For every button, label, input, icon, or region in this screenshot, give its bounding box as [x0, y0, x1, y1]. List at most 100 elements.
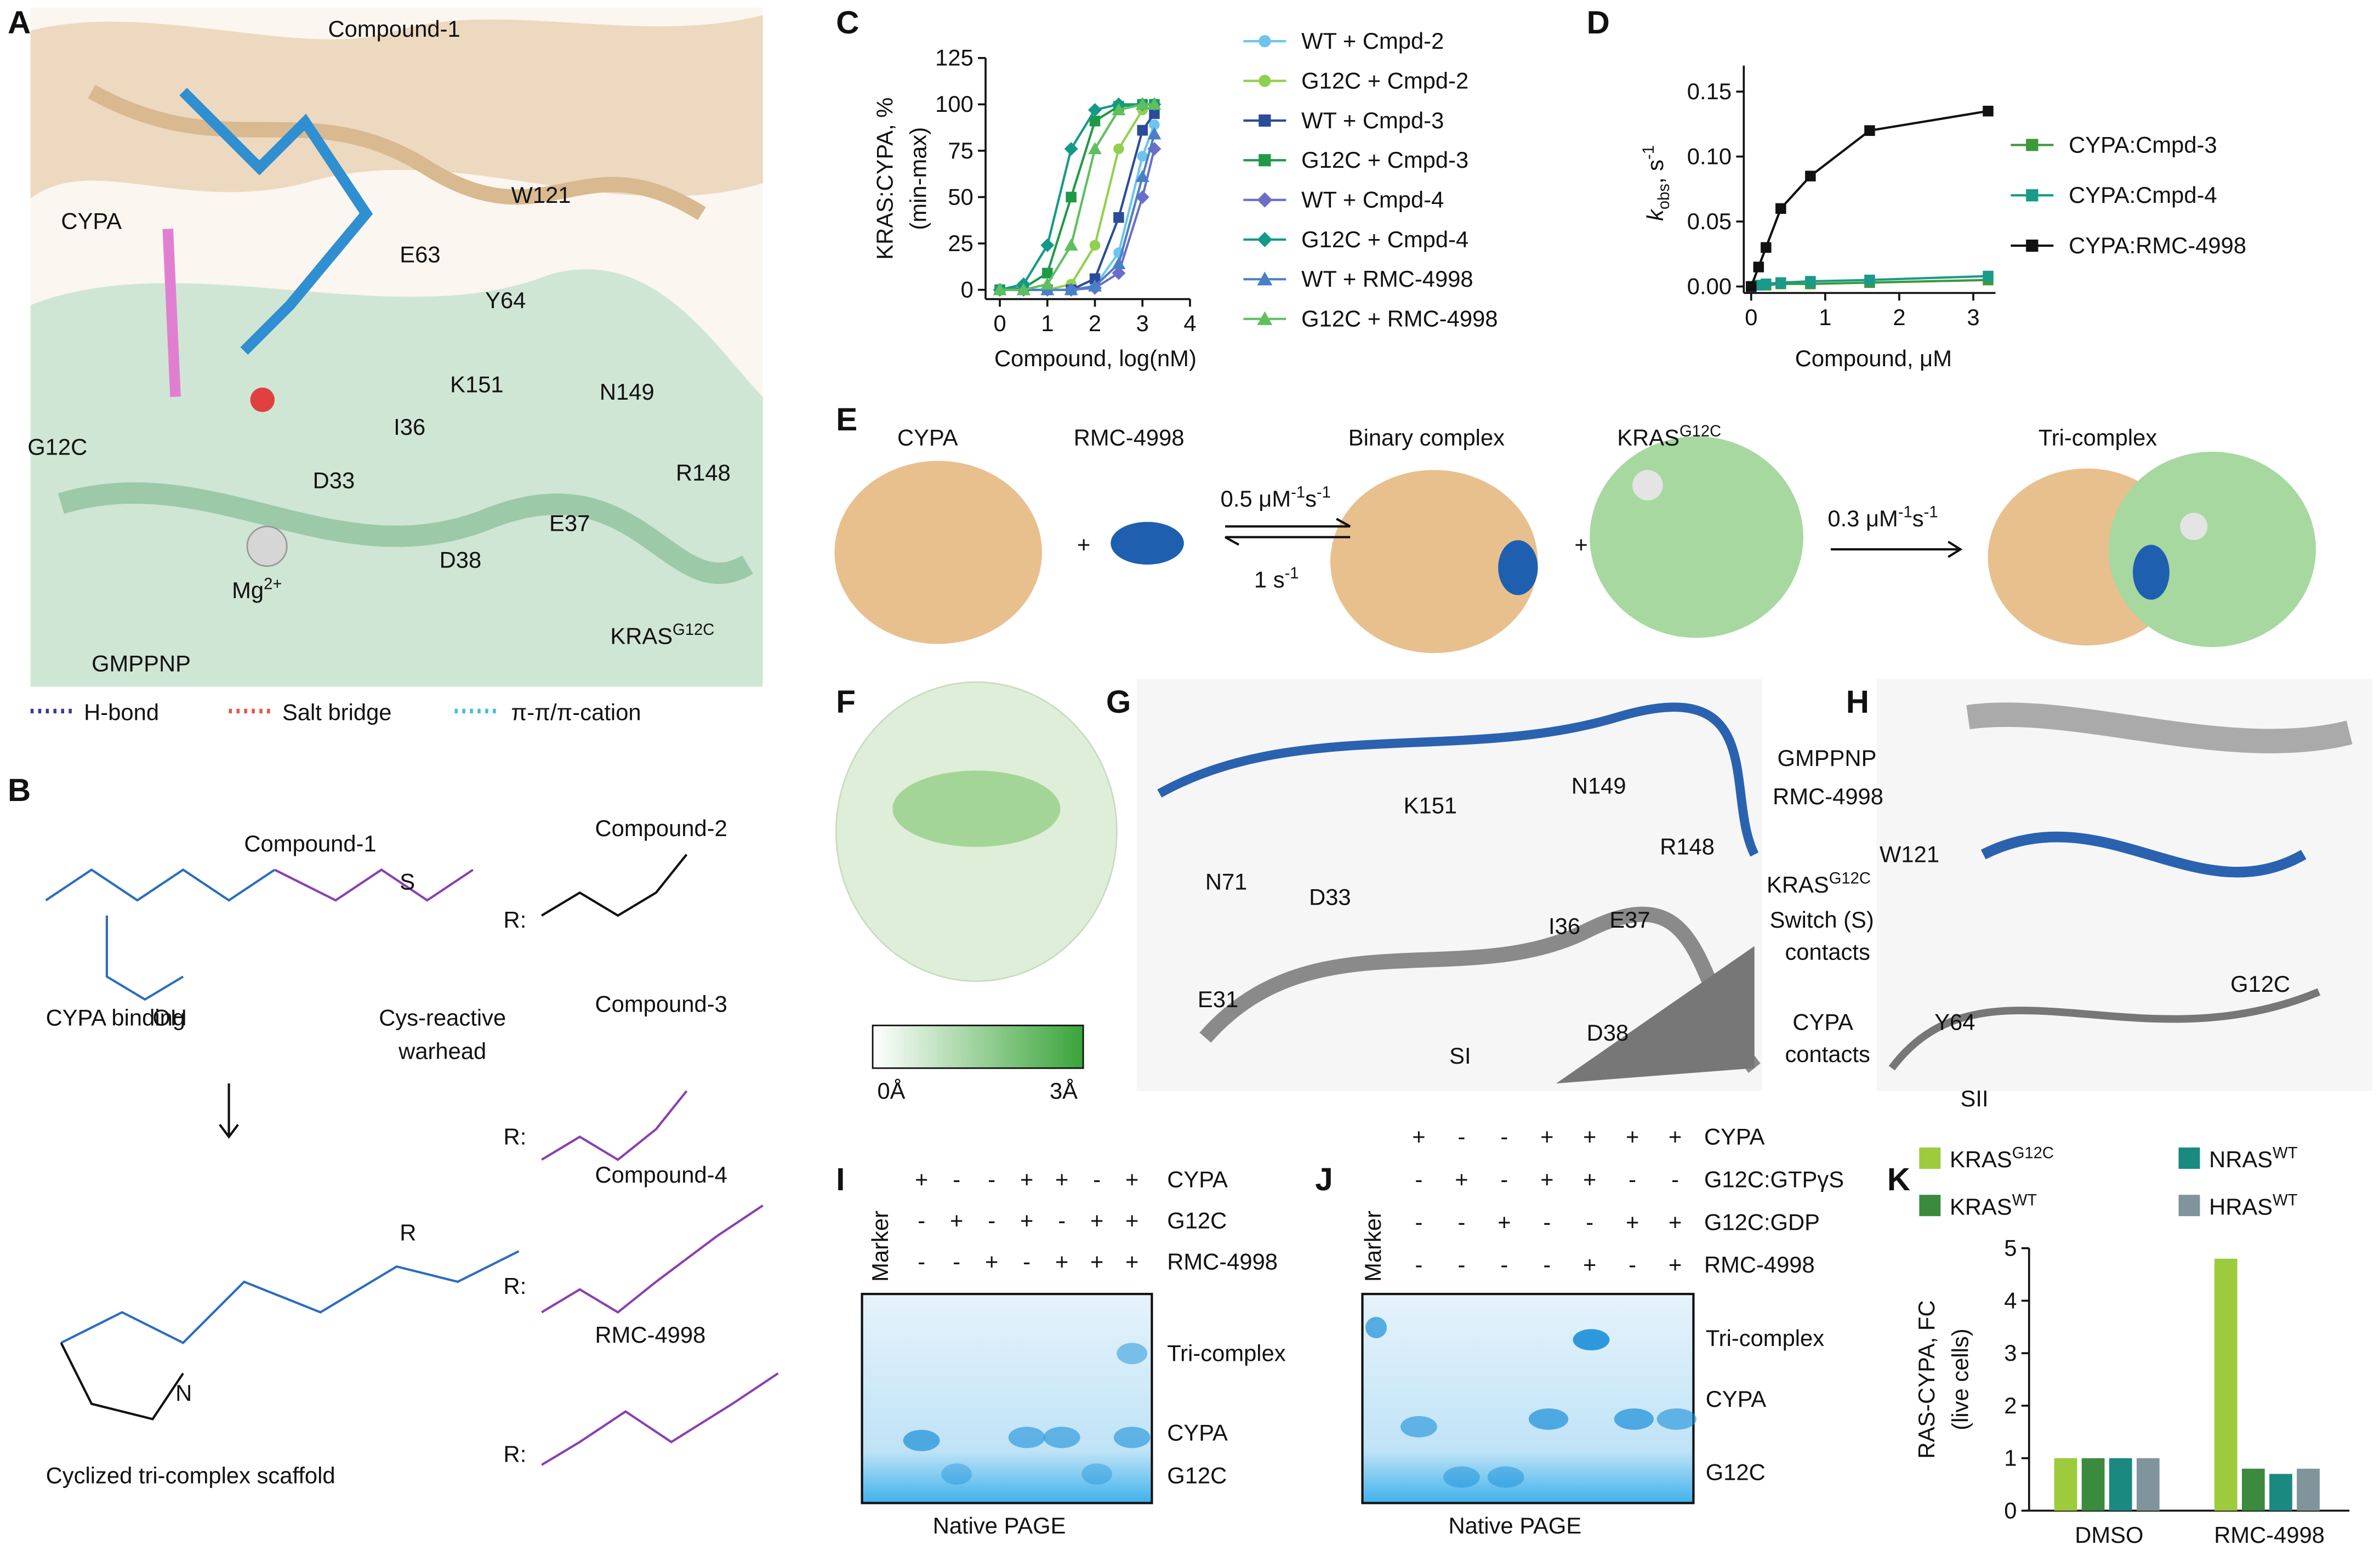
gel-band	[1117, 1343, 1148, 1365]
sign: +	[1583, 1166, 1596, 1192]
x-axis-title: Compound, μM	[1795, 345, 1952, 371]
data-point	[1112, 103, 1126, 116]
legend-label: WT + Cmpd-2	[1301, 28, 1444, 54]
panel-label: H	[1846, 684, 1869, 720]
protein-label: KRASG12C	[610, 621, 714, 649]
sign: +	[1020, 1207, 1033, 1233]
r-label: R:	[504, 1123, 527, 1149]
legend-marker	[2026, 189, 2039, 202]
region-label: Cys-reactive	[379, 1004, 506, 1030]
sign: -	[1500, 1252, 1508, 1277]
scale-label: 0Å	[877, 1078, 905, 1104]
sign: -	[1415, 1166, 1423, 1192]
y-tick-label: 2	[2004, 1393, 2017, 1418]
r-label: R:	[504, 1441, 527, 1467]
sign: +	[1125, 1166, 1138, 1192]
data-point	[1066, 191, 1077, 203]
residue-label: K151	[1404, 792, 1457, 818]
gel-caption: Native PAGE	[933, 1513, 1066, 1538]
sign: +	[1669, 1123, 1682, 1149]
y-axis-title: (min-max)	[906, 127, 931, 230]
rate-label: 1 s-1	[1254, 565, 1299, 593]
compound-label: RMC-4998	[1074, 425, 1185, 451]
legend-label: CYPA	[1792, 1009, 1853, 1035]
data-point	[1089, 116, 1101, 127]
x-tick-label: 0	[993, 310, 1006, 336]
data-point	[1113, 143, 1124, 155]
compound-title: Compound-1	[244, 831, 376, 856]
data-point	[1805, 171, 1816, 181]
legend-swatch	[1919, 1147, 1941, 1169]
panel-label: F	[836, 684, 856, 720]
residue-label: I36	[1548, 913, 1580, 939]
complex-label: Tri-complex	[2039, 425, 2157, 451]
legend-label-part: NRAS	[2209, 1146, 2273, 1172]
pocket-f	[892, 770, 1061, 847]
r-label: R:	[504, 907, 527, 933]
data-point	[1761, 279, 1772, 289]
rate-label-part: 0.3 μM	[1827, 505, 1898, 531]
residue-label: I36	[394, 414, 425, 440]
sign: -	[953, 1166, 960, 1192]
ligand-label: GMPPNP	[92, 651, 191, 677]
color-scale	[872, 1024, 1084, 1069]
y-tick-label: 0.15	[1687, 78, 1732, 104]
panel-label: J	[1315, 1162, 1333, 1197]
legend-label: π-π/π-cation	[511, 700, 641, 725]
structure-a	[30, 7, 763, 687]
bar	[2054, 1458, 2077, 1511]
compound-title: Compound-4	[595, 1162, 727, 1188]
protein-label-part: G12C	[1679, 423, 1721, 440]
y-axis-title: kobs, s-1	[1640, 145, 1673, 221]
band-label: G12C	[1167, 1462, 1227, 1488]
y-tick-label: 0	[2004, 1497, 2017, 1523]
data-point	[1089, 273, 1101, 285]
data-point	[1135, 169, 1149, 182]
rate-label-part: s	[1912, 505, 1924, 531]
gel-band	[1443, 1466, 1480, 1488]
legend-label: CYPA:Cmpd-3	[2069, 132, 2217, 157]
data-point	[1775, 203, 1786, 214]
sign: -	[1543, 1252, 1551, 1277]
y-tick-label: 50	[948, 184, 973, 209]
sign: +	[1125, 1207, 1138, 1233]
series-line	[999, 103, 1154, 291]
series-line	[1750, 110, 1989, 287]
data-point	[1016, 283, 1030, 296]
sign: -	[1629, 1166, 1636, 1192]
sign: +	[1090, 1249, 1103, 1275]
compound-title: Compound-3	[595, 991, 727, 1016]
data-point	[1761, 242, 1772, 253]
panel-label: K	[1887, 1162, 1910, 1197]
gel-band	[1656, 1408, 1697, 1430]
band-label: CYPA	[1167, 1419, 1228, 1445]
gel-band	[1081, 1463, 1113, 1485]
data-point	[1137, 124, 1148, 136]
gel-band	[1400, 1416, 1437, 1438]
legend-label: G12C + Cmpd-4	[1301, 226, 1468, 252]
ion-label-part: Mg	[232, 577, 264, 603]
sign: +	[1540, 1123, 1553, 1149]
legend-label: H-bond	[84, 700, 159, 725]
x-tick-label: 2	[1089, 310, 1101, 336]
data-point	[1137, 151, 1148, 162]
bar	[2297, 1468, 2320, 1511]
y-tick-label: 5	[2004, 1235, 2017, 1261]
region-label: warhead	[398, 1038, 486, 1064]
legend-label: G12C + Cmpd-3	[1301, 147, 1468, 173]
residue-label: W121	[1880, 842, 1939, 867]
data-point	[1112, 257, 1126, 269]
legend-label: contacts	[1785, 1041, 1870, 1067]
legend-marker	[1259, 114, 1271, 127]
protein-label-part: G12C	[673, 621, 714, 639]
sign: -	[918, 1207, 925, 1233]
structure-g	[1136, 679, 1762, 1091]
legend-label: CYPA:RMC-4998	[2069, 232, 2246, 258]
residue-label: CYPA	[61, 208, 122, 234]
y-axis-title: KRAS:CYPA, %	[872, 98, 897, 260]
y-tick-label: 3	[2004, 1340, 2017, 1366]
legend-swatch	[1919, 1195, 1941, 1217]
legend-label-part: WT	[2273, 1192, 2298, 1209]
bar	[2242, 1468, 2265, 1511]
sign: +	[1498, 1209, 1511, 1235]
